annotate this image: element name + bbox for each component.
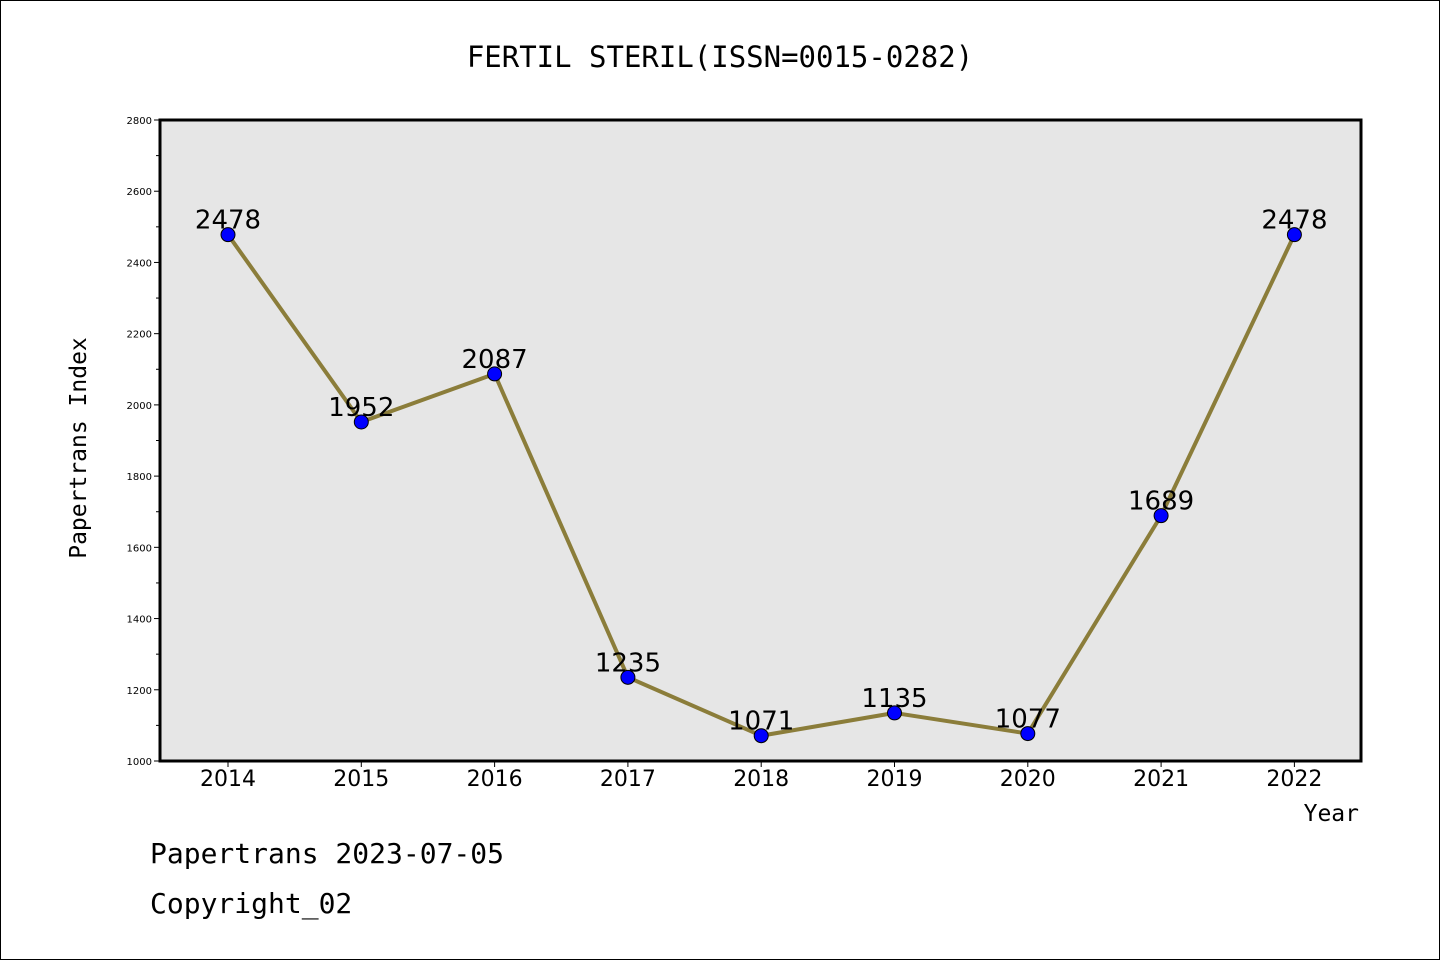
- data-label: 1077: [995, 705, 1061, 735]
- x-tick-label: 2016: [467, 767, 523, 792]
- y-tick-label: 1600: [127, 543, 152, 554]
- plot-area: [158, 118, 1363, 763]
- data-point: [1020, 726, 1036, 742]
- data-label: 2478: [195, 206, 261, 236]
- y-tick-label: 1400: [127, 615, 152, 626]
- data-label: 1071: [728, 707, 794, 737]
- x-axis-label: Year: [1304, 801, 1359, 827]
- y-tick-label: 2200: [127, 330, 152, 341]
- data-point: [887, 705, 902, 721]
- x-tick-label: 2020: [1000, 767, 1056, 792]
- x-tick-label: 2017: [600, 767, 656, 792]
- data-label: 1952: [328, 393, 394, 423]
- footer-date: Papertrans 2023-07-05: [150, 837, 504, 870]
- data-label: 1235: [595, 648, 661, 678]
- data-point: [353, 414, 369, 430]
- x-tick-label: 2022: [1266, 767, 1322, 792]
- y-tick-label: 1800: [127, 472, 152, 483]
- data-point: [620, 669, 636, 685]
- data-label-group: 2478 1952 2087 1235 1071 1135 1077 1689 2478: [195, 206, 1328, 737]
- data-point: [753, 728, 769, 744]
- marker-group: [220, 227, 1302, 744]
- data-point: [1153, 508, 1169, 524]
- y-tick-label: 2400: [127, 258, 152, 269]
- y-tick-label: 2600: [127, 187, 152, 198]
- y-tick-label: 2800: [127, 116, 152, 127]
- y-tick-label: 2000: [127, 401, 152, 412]
- footer-copyright: Copyright_02: [150, 887, 352, 921]
- x-axis: 2014 2015 2016 2017 2018 2019 2020 2021 2022: [200, 761, 1322, 792]
- y-tick-label: 1200: [127, 686, 152, 697]
- x-tick-label: 2015: [333, 767, 389, 792]
- x-tick-label: 2021: [1133, 767, 1189, 792]
- chart-title: FERTIL STERIL(ISSN=0015-0282): [467, 40, 973, 74]
- data-point: [1286, 227, 1302, 243]
- data-label: 2478: [1261, 206, 1327, 236]
- data-label: 1135: [861, 684, 927, 714]
- y-tick-label: 1000: [127, 757, 152, 768]
- data-point: [487, 366, 503, 382]
- x-tick-label: 2014: [200, 767, 256, 792]
- data-point: [220, 227, 236, 243]
- x-tick-label: 2019: [867, 767, 923, 792]
- data-label: 2087: [462, 345, 528, 375]
- x-tick-label: 2018: [733, 767, 789, 792]
- data-label: 1689: [1128, 487, 1194, 517]
- y-axis: 1000 1200 1400 1600 1800 2000 2200 2400 2600 2800: [127, 116, 160, 768]
- y-axis-label: Papertrans Index: [66, 337, 92, 559]
